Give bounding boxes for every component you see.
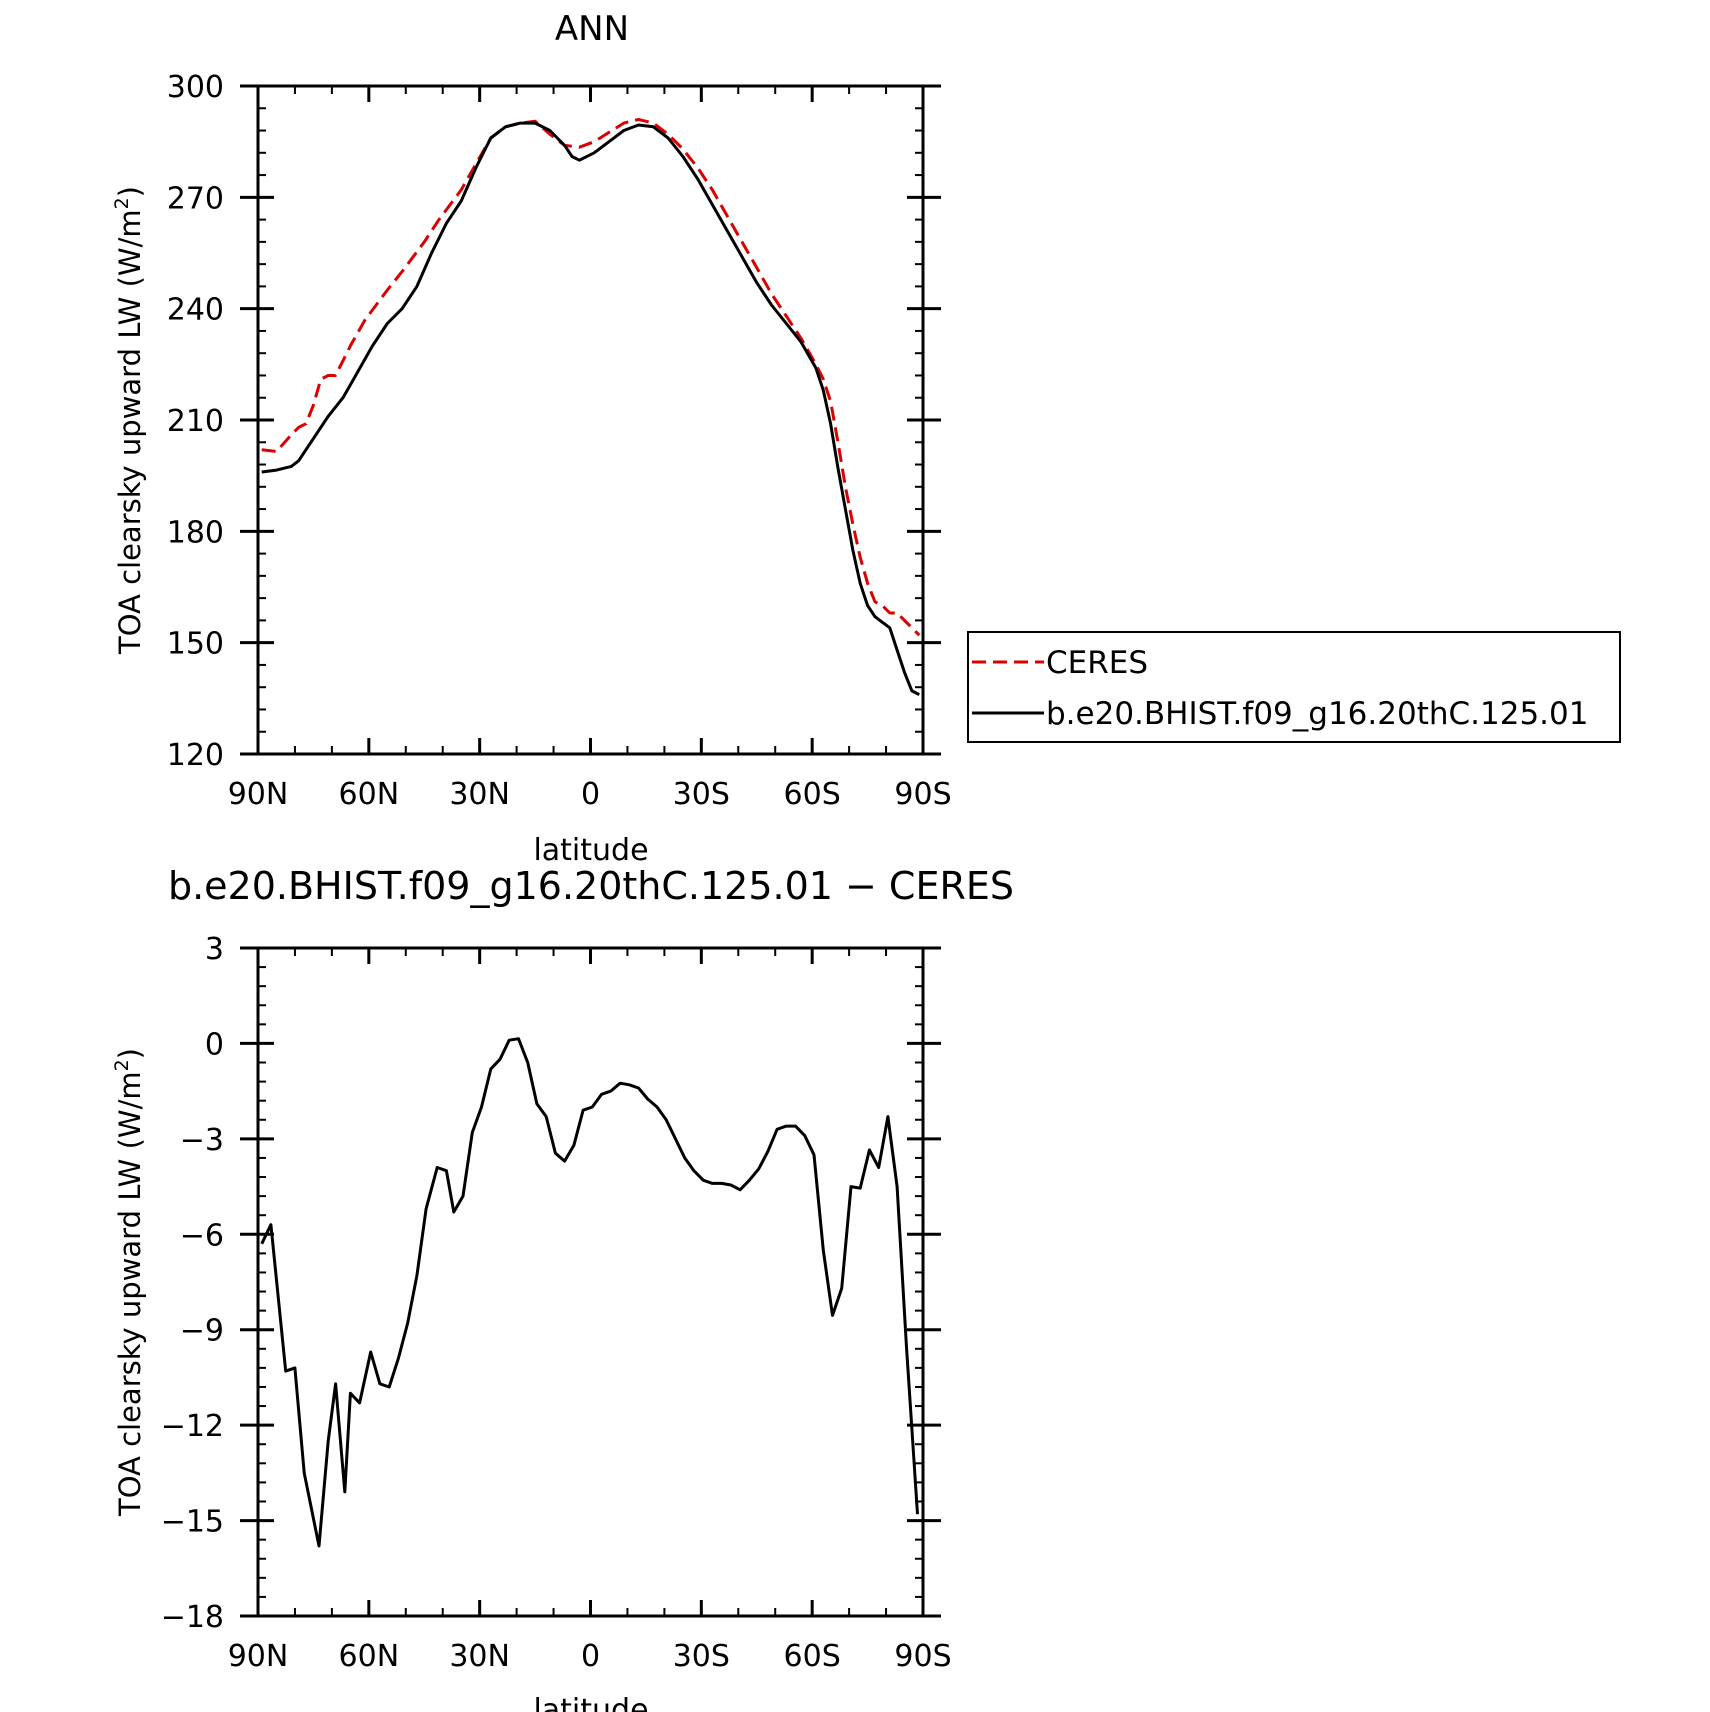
bottom-y-tick-label: −18 <box>161 1600 224 1635</box>
bottom-x-tick-label: 60S <box>784 1639 841 1674</box>
bottom-y-axis-label-close: ) <box>113 1048 147 1059</box>
bottom-x-tick-label: 0 <box>581 1639 600 1674</box>
legend-label-model: b.e20.BHIST.f09_g16.20thC.125.01 <box>1046 696 1588 732</box>
top-plot-frame <box>256 84 925 756</box>
bottom-plot-frame <box>256 946 925 1618</box>
top-y-tick-label: 180 <box>167 515 224 550</box>
top-x-tick-label: 90N <box>228 777 289 812</box>
top-x-tick-label: 60S <box>784 777 841 812</box>
bottom-panel-title: b.e20.BHIST.f09_g16.20thC.125.01 − CERES <box>168 864 1014 908</box>
top-y-tick-label: 300 <box>167 70 224 105</box>
top-x-tick-label: 30S <box>673 777 730 812</box>
bottom-y-tick-label: −12 <box>161 1409 224 1444</box>
bottom-y-axis-label-main: TOA clearsky upward LW (W/m <box>113 1071 147 1517</box>
bottom-y-tick-label: −15 <box>161 1505 224 1540</box>
bottom-x-tick-label: 30N <box>449 1639 510 1674</box>
bottom-y-tick-label: −9 <box>180 1314 224 1349</box>
bottom-x-tick-label: 60N <box>339 1639 400 1674</box>
bottom-series-line-0 <box>260 1037 919 1548</box>
top-x-tick-label: 60N <box>339 777 400 812</box>
bottom-y-axis-label-superscript: 2 <box>111 1059 133 1071</box>
top-y-tick-label: 210 <box>167 404 224 439</box>
top-series-line-ceres <box>261 117 921 637</box>
legend-box <box>967 631 1621 743</box>
bottom-y-axis-label: TOA clearsky upward LW (W/m2) <box>111 1048 147 1517</box>
bottom-y-tick-label: −3 <box>180 1123 224 1158</box>
bottom-panel: b.e20.BHIST.f09_g16.20thC.125.01 − CERES… <box>111 864 1014 1712</box>
legend: CERES b.e20.BHIST.f09_g16.20thC.125.01 <box>967 631 1621 743</box>
bottom-y-tick-label: −6 <box>180 1218 224 1253</box>
top-y-tick-label: 150 <box>167 627 224 662</box>
top-x-tick-label: 30N <box>449 777 510 812</box>
top-x-axis-label: latitude <box>533 833 648 868</box>
top-y-axis-label: TOA clearsky upward LW (W/m2) <box>111 186 147 655</box>
bottom-y-tick-label: 3 <box>205 932 224 967</box>
top-panel: ANN 90N 60N 30N 0 30S 60S 90S 120 150 180 210 240 27… <box>111 9 952 868</box>
top-y-tick-label: 270 <box>167 181 224 216</box>
bottom-x-tick-label: 90N <box>228 1639 289 1674</box>
legend-label-ceres: CERES <box>1046 645 1148 681</box>
top-x-tick-label: 0 <box>581 777 600 812</box>
bottom-x-tick-label: 30S <box>673 1639 730 1674</box>
top-y-tick-label: 240 <box>167 293 224 328</box>
top-series-line-b-e20-bhist-f09-g16-20thc-125-01 <box>261 121 920 696</box>
top-y-axis-label-superscript: 2 <box>111 197 133 209</box>
bottom-y-tick-label: 0 <box>205 1027 224 1062</box>
top-y-tick-label: 120 <box>167 738 224 773</box>
bottom-x-axis-label: latitude <box>533 1693 648 1712</box>
top-y-axis-label-main: TOA clearsky upward LW (W/m <box>113 209 147 655</box>
top-y-axis-label-close: ) <box>113 186 147 197</box>
bottom-x-tick-label: 90S <box>894 1639 951 1674</box>
top-x-tick-label: 90S <box>894 777 951 812</box>
top-panel-title: ANN <box>555 9 629 49</box>
